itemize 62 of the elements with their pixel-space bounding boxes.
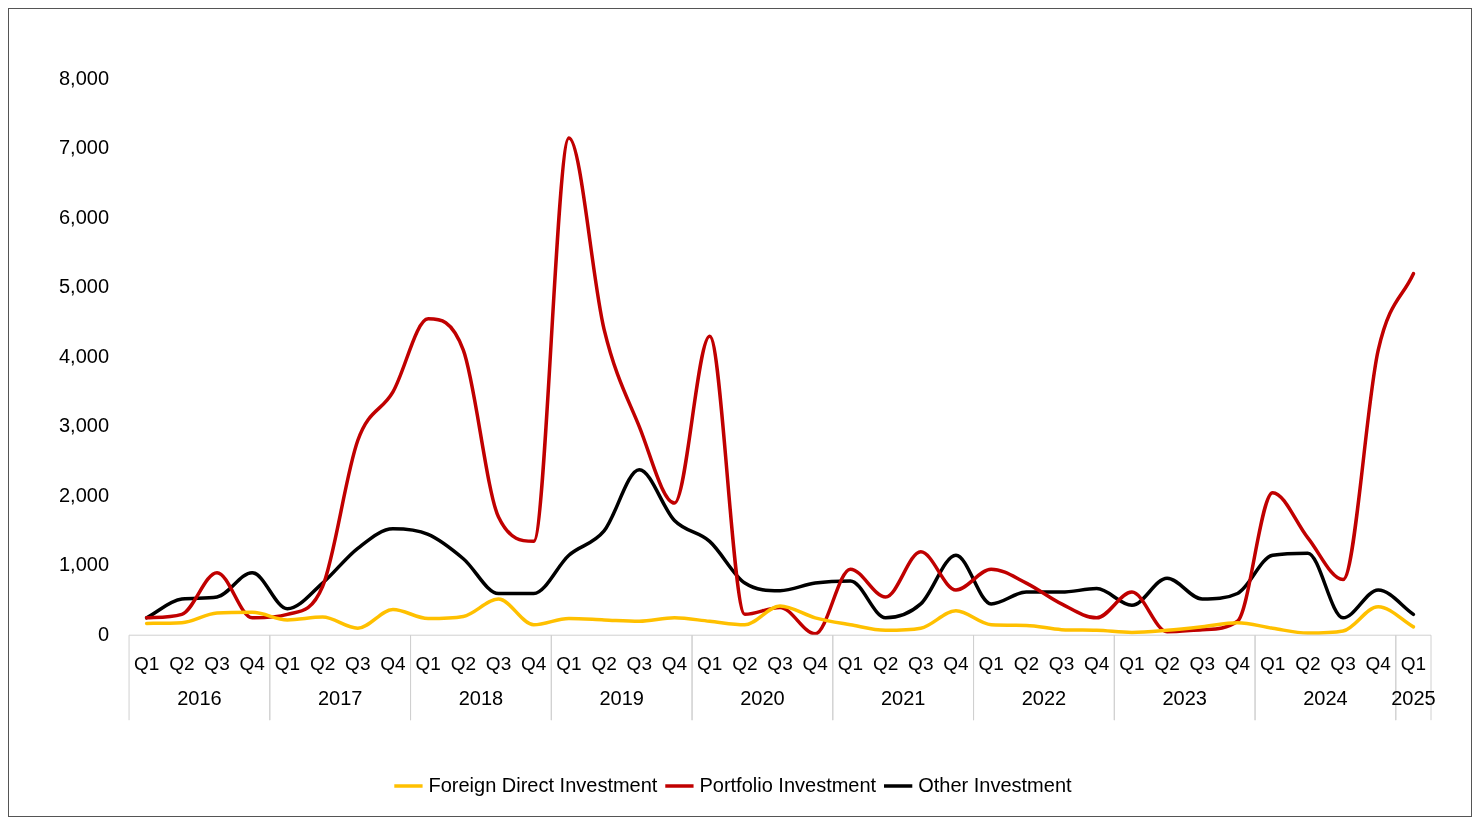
x-tick-label: Q1 bbox=[1400, 652, 1427, 674]
text: 2021 bbox=[880, 686, 926, 709]
x-tick-label: Q4 bbox=[380, 652, 407, 674]
x-tick-label: Q2 bbox=[591, 652, 617, 674]
text: 2019 bbox=[599, 686, 644, 709]
y-tick-label: 2,000 bbox=[58, 483, 110, 506]
line-series bbox=[144, 467, 1416, 620]
x-tick-label: Q3 bbox=[204, 652, 230, 674]
x-tick-label: Q4 bbox=[521, 652, 547, 674]
y-tick-label: 7,000 bbox=[58, 136, 110, 159]
line-series bbox=[144, 597, 1416, 635]
x-tick-label: Q4 bbox=[943, 652, 970, 674]
x-tick-label: Q3 bbox=[345, 652, 371, 674]
x-tick-label: Q1 bbox=[415, 652, 441, 674]
x-tick-label: Q4 bbox=[661, 652, 688, 674]
y-tick-label: 4,000 bbox=[58, 344, 110, 367]
x-tick-label: Q4 bbox=[239, 652, 266, 674]
x-tick-label: Q4 bbox=[1084, 652, 1110, 674]
text: 2023 bbox=[1162, 686, 1207, 709]
text: 2018 bbox=[458, 686, 504, 709]
x-tick-label: Q2 bbox=[450, 652, 477, 674]
y-tick-label: 5,000 bbox=[58, 275, 110, 298]
x-tick-label: Q2 bbox=[169, 652, 195, 674]
x-tick-label: Q1 bbox=[837, 652, 864, 674]
y-tick-label: 6,000 bbox=[58, 205, 110, 228]
text: 2016 bbox=[177, 686, 222, 709]
x-tick-label: Q3 bbox=[626, 652, 652, 674]
x-tick-label: Q2 bbox=[872, 652, 899, 674]
legend-label: Foreign Direct Investment bbox=[428, 773, 658, 796]
x-tick-label: Q1 bbox=[696, 652, 723, 674]
legend-label: Portfolio Investment bbox=[699, 773, 877, 796]
x-tick-label: Q2 bbox=[1154, 652, 1180, 674]
text: 2025 bbox=[1391, 686, 1436, 709]
x-tick-label: Q1 bbox=[1119, 652, 1145, 674]
x-tick-label: Q1 bbox=[133, 652, 160, 674]
text: 2017 bbox=[317, 686, 363, 709]
x-tick-label: Q2 bbox=[1295, 652, 1321, 674]
text: 2024 bbox=[1303, 686, 1348, 709]
text: 2020 bbox=[740, 686, 785, 709]
x-tick-label: Q3 bbox=[767, 652, 793, 674]
x-tick-label: Q4 bbox=[1224, 652, 1251, 674]
y-tick-label: 0 bbox=[97, 622, 110, 645]
x-tick-label: Q4 bbox=[1365, 652, 1392, 674]
x-tick-label: Q1 bbox=[978, 652, 1004, 674]
x-tick-label: Q2 bbox=[309, 652, 336, 674]
y-tick-label: 3,000 bbox=[58, 414, 110, 437]
x-tick-label: Q4 bbox=[802, 652, 829, 674]
x-tick-label: Q1 bbox=[556, 652, 582, 674]
legend-label: Other Investment bbox=[918, 773, 1072, 796]
x-tick-label: Q3 bbox=[1330, 652, 1356, 674]
line-series bbox=[144, 136, 1416, 636]
x-tick-label: Q3 bbox=[485, 652, 512, 674]
y-tick-label: 8,000 bbox=[58, 66, 110, 89]
x-tick-label: Q1 bbox=[274, 652, 301, 674]
x-tick-label: Q3 bbox=[1048, 652, 1075, 674]
x-tick-label: Q1 bbox=[1259, 652, 1286, 674]
x-tick-label: Q3 bbox=[908, 652, 934, 674]
x-tick-label: Q2 bbox=[1013, 652, 1040, 674]
x-tick-label: Q3 bbox=[1189, 652, 1215, 674]
x-tick-label: Q2 bbox=[732, 652, 758, 674]
text: 2022 bbox=[1021, 686, 1067, 709]
y-tick-label: 1,000 bbox=[58, 553, 110, 576]
